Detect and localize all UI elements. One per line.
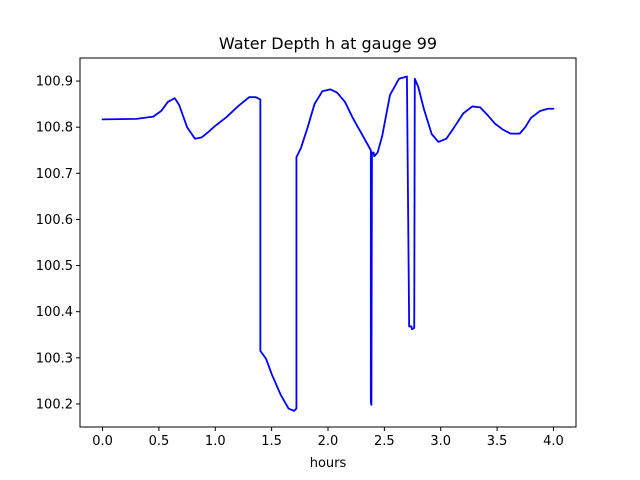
y-tick-label: 100.6 xyxy=(36,213,73,228)
x-tick-label: 1.5 xyxy=(261,434,282,449)
x-axis-label: hours xyxy=(310,456,347,471)
plot-frame xyxy=(79,57,577,428)
chart-title: Water Depth h at gauge 99 xyxy=(219,34,437,53)
y-tick-label: 100.3 xyxy=(36,351,73,366)
y-tick-label: 100.9 xyxy=(36,75,73,90)
y-tick-label: 100.7 xyxy=(36,167,73,182)
y-tick-label: 100.5 xyxy=(36,259,73,274)
y-tick-label: 100.4 xyxy=(36,305,73,320)
x-tick-label: 2.0 xyxy=(318,434,339,449)
y-tick-label: 100.8 xyxy=(36,121,73,136)
x-tick-label: 3.0 xyxy=(430,434,451,449)
y-axis: 100.2 100.3 100.4 100.5 100.6 100.7 100.8 100.9 xyxy=(36,75,80,412)
series-layer xyxy=(101,75,555,412)
series-line-0 xyxy=(101,75,555,412)
x-tick-label: 4.0 xyxy=(543,434,564,449)
x-tick-label: 0.5 xyxy=(149,434,170,449)
x-tick-label: 1.0 xyxy=(205,434,226,449)
x-axis: 0.0 0.5 1.0 1.5 2.0 2.5 3.0 3.5 4.0 xyxy=(92,427,564,449)
x-tick-label: 3.5 xyxy=(487,434,508,449)
y-tick-label: 100.2 xyxy=(36,397,73,412)
x-tick-label: 0.0 xyxy=(92,434,113,449)
x-tick-label: 2.5 xyxy=(374,434,395,449)
